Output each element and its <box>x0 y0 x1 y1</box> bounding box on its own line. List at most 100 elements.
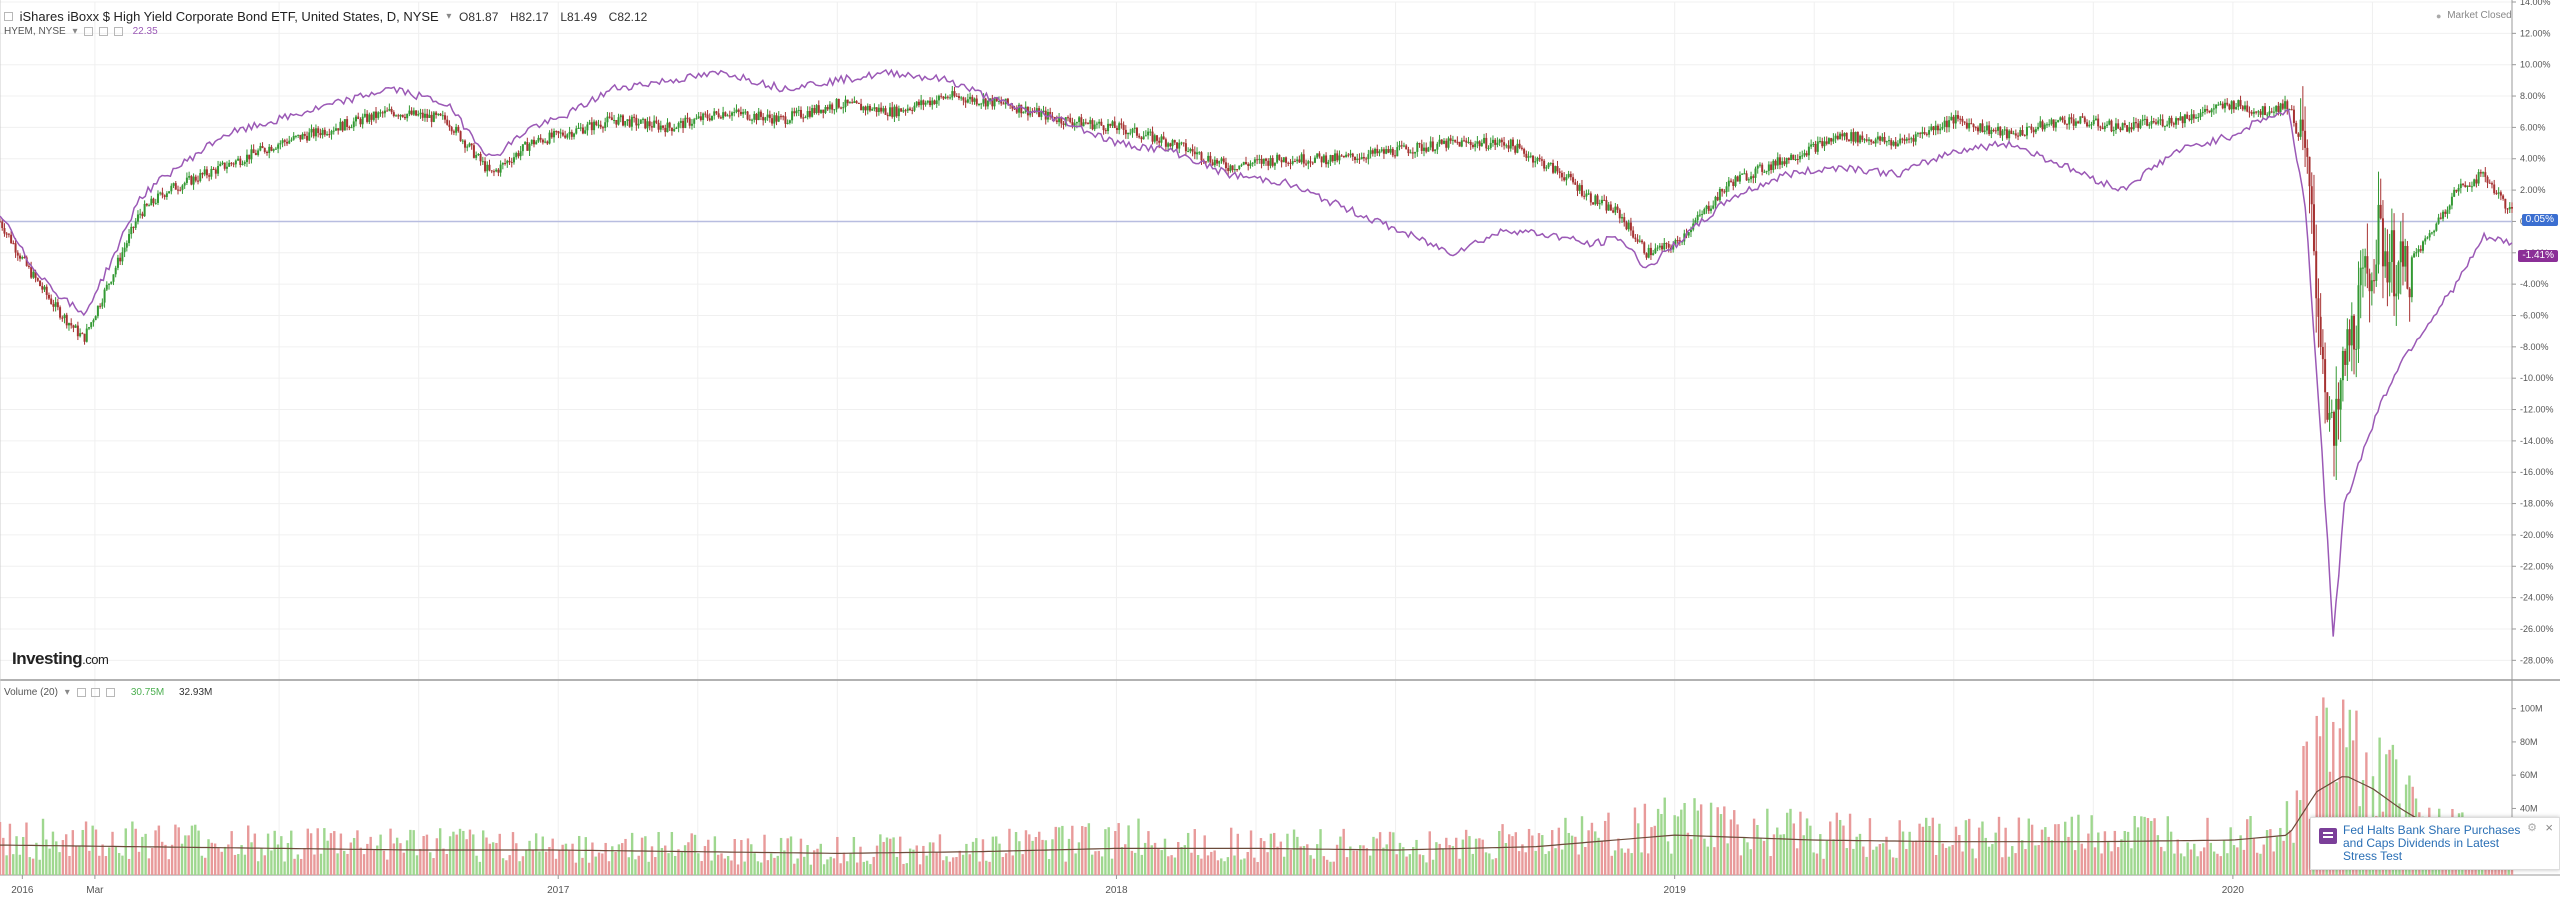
candle-body <box>470 143 473 146</box>
volume-bar <box>2064 821 2067 875</box>
candle-body <box>2321 346 2324 360</box>
candle-body <box>2110 120 2113 132</box>
volume-bar <box>1951 844 1954 875</box>
candle-body <box>977 103 980 105</box>
candle-body <box>359 119 362 125</box>
eye-icon[interactable] <box>84 27 94 36</box>
volume-bar <box>581 857 584 875</box>
volume-bar <box>879 834 882 875</box>
candle-body <box>2250 112 2253 114</box>
candle-body <box>2284 101 2287 109</box>
candle-body <box>2137 123 2140 129</box>
candle-body <box>557 131 560 134</box>
volume-bar <box>1474 838 1478 875</box>
chevron-down-icon[interactable]: ▾ <box>72 26 78 37</box>
candle-body <box>791 111 794 121</box>
volume-bar <box>1408 854 1412 875</box>
candle-body <box>2401 241 2404 267</box>
candle-body <box>1273 162 1276 166</box>
volume-bar <box>1084 826 1087 875</box>
candle-body <box>1827 138 1830 144</box>
volume-bar <box>846 861 849 875</box>
volume-bar <box>836 836 839 875</box>
candle-body <box>624 121 627 126</box>
volume-bar <box>2054 824 2057 875</box>
volume-bar <box>819 843 822 875</box>
candle-body <box>419 112 422 115</box>
candle-body <box>1456 141 1459 143</box>
candle-body <box>601 127 604 129</box>
volume-bar <box>865 860 869 875</box>
candle-body <box>403 116 406 119</box>
volume-bar <box>1124 844 1127 875</box>
candle-body <box>2141 119 2144 122</box>
candle-body <box>1454 139 1457 142</box>
time-axis-label: 2019 <box>1664 885 1687 896</box>
candle-body <box>2417 249 2420 253</box>
candle-body <box>1721 188 1724 192</box>
collapse-icon[interactable] <box>4 12 13 22</box>
candle-body <box>2048 124 2051 126</box>
volume-bar <box>1610 855 1613 875</box>
candle-body <box>1138 135 1141 138</box>
close-icon[interactable] <box>113 27 123 36</box>
candle-body <box>1351 153 1354 157</box>
candle-body <box>1109 123 1112 126</box>
volume-bar <box>763 834 766 875</box>
candle-body <box>561 132 564 136</box>
volume-bar <box>475 855 478 875</box>
volume-bar <box>1488 853 1491 875</box>
volume-bar <box>71 830 75 875</box>
candle-body <box>1280 159 1283 163</box>
candle-body <box>1289 162 1292 164</box>
candle-body <box>1120 123 1123 125</box>
volume-bar <box>170 844 174 875</box>
candle-body <box>1832 138 1835 142</box>
candle-body <box>2397 262 2400 294</box>
volume-bar <box>1888 849 1891 875</box>
volume-bar <box>0 821 2 875</box>
candle-body <box>1883 136 1886 143</box>
settings-icon[interactable] <box>99 27 109 36</box>
high-value: H82.17 <box>510 9 549 24</box>
volume-bar <box>1574 836 1577 875</box>
candle-body <box>1440 139 1443 144</box>
candle-body <box>2339 380 2342 410</box>
candle-body <box>357 116 360 120</box>
news-headline[interactable]: Fed Halts Bank Share Purchases and Caps … <box>2343 823 2521 863</box>
volume-label: Volume (20) <box>4 687 58 698</box>
volume-bar <box>932 842 935 875</box>
candle-body <box>43 286 46 290</box>
candle-body <box>1469 141 1472 145</box>
settings-icon[interactable] <box>91 688 101 697</box>
chevron-down-icon[interactable]: ▾ <box>64 687 70 698</box>
eye-icon[interactable] <box>76 688 86 697</box>
volume-bar <box>703 846 707 875</box>
candle-body <box>1638 240 1641 242</box>
candle-body <box>2097 118 2100 127</box>
candle-body <box>1718 188 1721 201</box>
volume-bar <box>1726 843 1729 875</box>
chevron-down-icon[interactable]: ▾ <box>446 11 452 23</box>
price-axis-label: -8.00% <box>2520 342 2549 352</box>
candle-body <box>1752 176 1755 178</box>
candle-body <box>1705 205 1708 210</box>
candle-body <box>1318 153 1321 157</box>
volume-bar <box>1560 849 1564 875</box>
close-icon[interactable] <box>106 688 116 697</box>
news-popup[interactable]: Fed Halts Bank Share Purchases and Caps … <box>2310 817 2560 870</box>
candle-body <box>1509 139 1512 149</box>
candle-body <box>1374 148 1377 154</box>
volume-bar <box>2199 851 2203 875</box>
volume-bar <box>1693 798 1696 875</box>
candle-body <box>268 146 271 154</box>
candle-body <box>1618 209 1621 219</box>
candle-body <box>321 129 324 136</box>
volume-bar <box>1623 852 1627 875</box>
close-icon[interactable]: × <box>2545 820 2553 835</box>
volume-bar <box>1812 852 1815 875</box>
gear-icon[interactable]: ⚙ <box>2527 822 2537 834</box>
candle-body <box>940 95 943 97</box>
volume-bar <box>1309 855 1312 875</box>
